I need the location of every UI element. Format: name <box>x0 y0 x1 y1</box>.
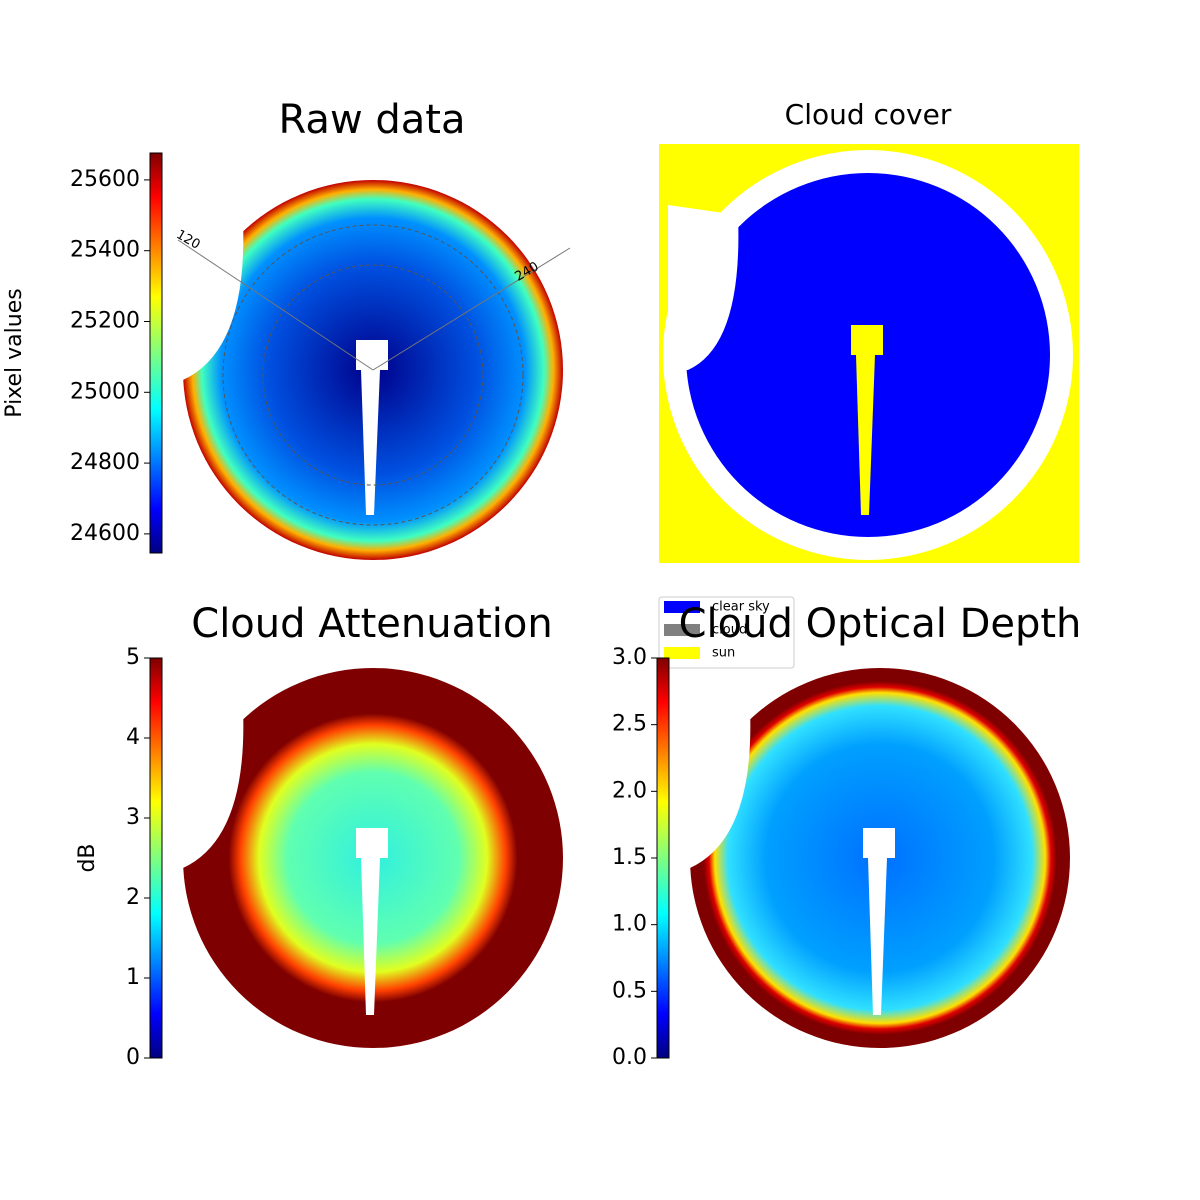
tick-label: 25000 <box>70 379 140 404</box>
cloud-mask <box>659 144 1079 563</box>
tick-label: 2.5 <box>612 712 647 737</box>
panel-title: Raw data <box>279 97 466 143</box>
legend-label: clear sky <box>712 600 770 615</box>
colorbar-label: dB <box>75 843 100 872</box>
tick-label: 1 <box>126 965 140 990</box>
tick-label: 25200 <box>70 308 140 333</box>
polar-grid <box>222 224 524 526</box>
colorbar <box>149 657 163 1059</box>
colorbar <box>149 152 163 554</box>
mast-mask <box>356 828 388 1015</box>
polar-axis <box>177 239 374 371</box>
tick-label: 4 <box>126 725 140 750</box>
legend: clear sky cloud sun <box>658 596 795 669</box>
polar-axis <box>372 247 571 371</box>
tick-label: 24800 <box>70 450 140 475</box>
tick-label: 25400 <box>70 238 140 263</box>
horizon-mask <box>173 698 244 868</box>
legend-swatch <box>664 624 700 636</box>
horizon-mask <box>668 205 739 370</box>
colorbar-label: Pixel values <box>2 288 27 417</box>
tick-label: 2.0 <box>612 778 647 803</box>
polar-grid <box>262 264 484 486</box>
tick-label: 0.0 <box>612 1045 647 1070</box>
legend-label: sun <box>712 646 735 661</box>
sky-image <box>173 668 563 1048</box>
panel-title: Cloud Attenuation <box>191 601 552 647</box>
legend-swatch <box>664 601 700 613</box>
tick-label: 2 <box>126 885 140 910</box>
tick-label: 5 <box>126 645 140 670</box>
tick-label: 3 <box>126 805 140 830</box>
panel-title: Cloud Optical Depth <box>679 601 1082 647</box>
legend-swatch <box>664 647 700 659</box>
tick-label: 25600 <box>70 167 140 192</box>
mast-mask <box>851 325 883 515</box>
tick-label: 24600 <box>70 521 140 546</box>
tick-label: 1.0 <box>612 912 647 937</box>
tick-label: 1.5 <box>612 845 647 870</box>
horizon-mask <box>173 210 244 380</box>
tick-label: 3.0 <box>612 645 647 670</box>
sky-image <box>173 180 571 560</box>
mast-mask <box>356 340 388 515</box>
tick-label: 0 <box>126 1045 140 1070</box>
horizon-mask <box>680 698 751 868</box>
mast-mask <box>863 828 895 1015</box>
legend-label: cloud <box>712 623 747 638</box>
sky-image <box>680 668 1070 1048</box>
colorbar <box>656 657 670 1059</box>
panel-title: Cloud cover <box>785 98 952 131</box>
tick-label: 0.5 <box>612 978 647 1003</box>
